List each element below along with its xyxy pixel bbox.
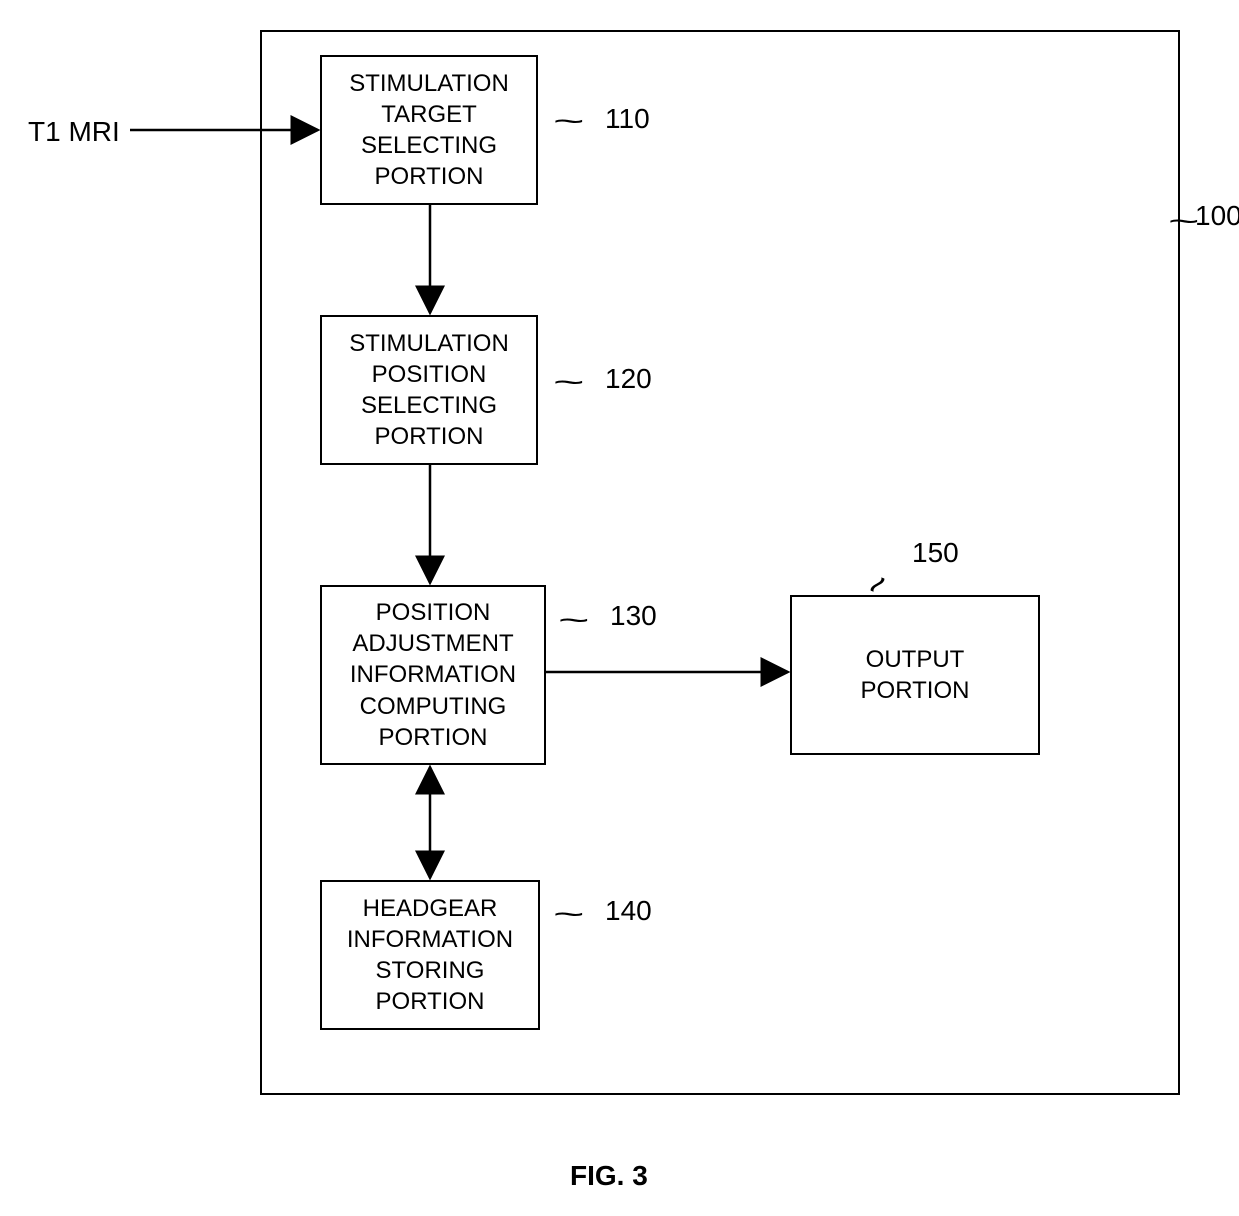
ref-label-120: 120 bbox=[605, 363, 652, 395]
tilde-connector: ~ bbox=[553, 366, 585, 400]
ref-label-140: 140 bbox=[605, 895, 652, 927]
ref-label-110: 110 bbox=[605, 103, 650, 135]
ref-label-100: 100 bbox=[1195, 200, 1239, 232]
tilde-connector: ~ bbox=[553, 105, 585, 139]
tilde-connector: ~ bbox=[558, 604, 590, 638]
tilde-connector: ~ bbox=[553, 898, 585, 932]
figure-caption: FIG. 3 bbox=[570, 1160, 648, 1192]
ref-label-150: 150 bbox=[912, 537, 959, 569]
ref-label-130: 130 bbox=[610, 600, 657, 632]
